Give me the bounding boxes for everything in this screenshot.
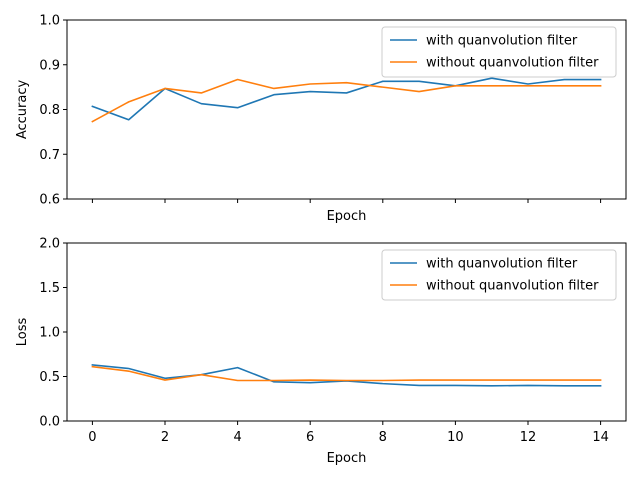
y-tick-label: 2.0 xyxy=(39,237,60,252)
y-tick-label: 0.7 xyxy=(39,148,60,163)
legend-entry: with quanvolution filter xyxy=(426,257,578,272)
series-line-0 xyxy=(91,77,602,121)
x-tick-label: 8 xyxy=(379,430,387,445)
legend: with quanvolution filter without quanvolu… xyxy=(381,26,617,78)
legend-entry: with quanvolution filter xyxy=(426,34,578,49)
series-line-0 xyxy=(91,364,602,387)
y-tick-label: 0.6 xyxy=(39,193,60,208)
y-axis-label: Loss xyxy=(15,318,30,347)
x-tick-label: 0 xyxy=(88,430,96,445)
legend-entry: without quanvolution filter xyxy=(426,56,599,71)
x-axis-label: Epoch xyxy=(327,451,367,466)
x-tick-label: 10 xyxy=(447,430,464,445)
y-tick-label: 0.5 xyxy=(39,370,60,385)
y-tick-label: 0.9 xyxy=(39,58,60,73)
y-tick-label: 0.0 xyxy=(39,415,60,430)
y-tick-label: 1.0 xyxy=(39,14,60,29)
legend-box xyxy=(381,26,617,78)
legend-entry: without quanvolution filter xyxy=(426,279,599,294)
legend: with quanvolution filter without quanvolu… xyxy=(381,249,617,301)
series-line-1 xyxy=(91,365,602,382)
legend-box xyxy=(381,249,617,301)
y-tick-label: 0.8 xyxy=(39,103,60,118)
series-line-1 xyxy=(91,78,602,123)
y-tick-label: 1.5 xyxy=(39,281,60,296)
subplot-accuracy: 0.6 0.7 0.8 0.9 1.0 Epoch Accuracy with quanvol… xyxy=(15,14,627,224)
y-axis-label: Accuracy xyxy=(15,80,30,140)
x-tick-label: 2 xyxy=(161,430,169,445)
subplot-loss: 0 2 4 6 8 10 12 14 0.0 0.5 1.0 1.5 2.0 Epoch Loss with … xyxy=(15,237,627,466)
y-tick-label: 1.0 xyxy=(39,326,60,341)
x-axis-label: Epoch xyxy=(327,209,367,224)
x-tick-label: 14 xyxy=(592,430,609,445)
x-tick-label: 4 xyxy=(233,430,241,445)
x-tick-label: 6 xyxy=(306,430,314,445)
x-tick-label: 12 xyxy=(520,430,537,445)
